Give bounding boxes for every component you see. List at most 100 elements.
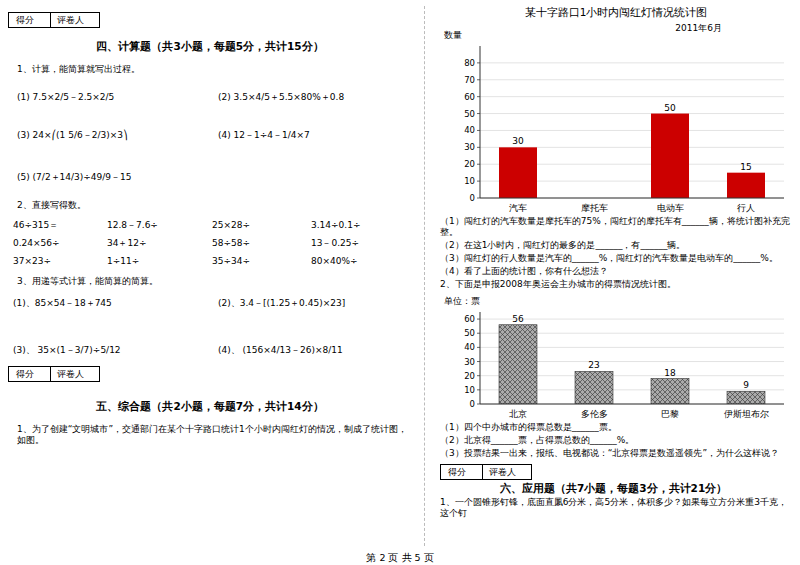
question-text: 58÷58÷ — [212, 238, 250, 249]
y-tick-label: 30 — [464, 142, 475, 152]
question-text: 37×23÷ — [13, 256, 51, 267]
score-box: 得分 评卷人 — [440, 464, 532, 480]
grid-line — [480, 404, 784, 405]
bar — [575, 371, 613, 404]
question-text: (5) (7/2＋14/3)÷49/9－15 — [17, 172, 132, 183]
question-block: （1）四个中办城市的得票总数是______票。 （2）北京得______票，占得票… — [440, 422, 792, 461]
y-tick-label: 0 — [470, 399, 475, 409]
right-page: 某十字路口1小时内闯红灯情况统计图 2011年6月数量 0 10 20 30 40 50 60 7… — [440, 4, 792, 550]
x-tick-label: 汽车 — [509, 203, 527, 213]
question-block: （1）闯红灯的汽车数量是摩托车的75%，闯红灯的摩托车有______辆，将统计图… — [440, 216, 792, 292]
y-axis-line — [480, 46, 481, 198]
score-box-label: 得分 — [448, 467, 466, 477]
question-text: （1）四个中办城市的得票总数是______票。 — [440, 422, 792, 433]
question-text: (4)、 (156×4/13－26)×8/11 — [218, 345, 343, 356]
section-title: 五、综合题（共2小题，每题7分，共计14分） — [0, 400, 420, 413]
x-axis-line — [480, 404, 784, 405]
question-text: (1)、85×54－18＋745 — [13, 298, 112, 309]
section-six: 得分 评卷人六、应用题（共7小题，每题3分，共计21分） 1、一个圆锥形钉锋，底面直… — [440, 464, 792, 521]
question-text: 12.8－7.6÷ — [107, 220, 158, 231]
y-tick-label: 10 — [464, 385, 475, 395]
question-text: （1）闯红灯的汽车数量是摩托车的75%，闯红灯的摩托车有______辆，将统计图… — [440, 216, 792, 238]
bar — [499, 325, 537, 404]
question-text: 80×40%÷ — [311, 256, 358, 267]
data-label: 9 — [743, 380, 749, 390]
y-tick-label: 10 — [464, 176, 475, 186]
y-tick-label: 60 — [464, 314, 475, 324]
y-tick-label: 20 — [464, 371, 475, 381]
bar-chart: 单位：票0102030405060北京多伦多巴黎伊斯坦布尔5623189 — [440, 292, 792, 420]
bar — [651, 379, 689, 404]
y-axis-line — [480, 312, 481, 404]
question-text: 2、下面是申报2008年奥运会主办城市的得票情况统计图。 — [440, 279, 792, 290]
bar — [727, 173, 765, 198]
question-text: 2、直接写得数。 — [17, 200, 86, 211]
grid-line — [480, 319, 784, 320]
x-tick-label: 多伦多 — [581, 409, 608, 419]
x-tick-label: 伊斯坦布尔 — [724, 409, 769, 419]
y-axis-label: 单位：票 — [444, 296, 480, 306]
score-box-label: 评卷人 — [489, 467, 516, 477]
data-label: 23 — [588, 360, 599, 370]
section-title: 四、计算题（共3小题，每题5分，共计15分） — [0, 40, 420, 53]
question-text: （2）在这1小时内，闯红灯的最多的是______，有______辆。 — [440, 240, 792, 251]
y-axis-label: 数量 — [444, 30, 462, 40]
grid-line — [480, 113, 784, 114]
bar — [499, 147, 537, 198]
question-text: （2）北京得______票，占得票总数的______%。 — [440, 435, 792, 446]
y-tick-label: 60 — [464, 92, 475, 102]
y-tick-label: 70 — [464, 75, 475, 85]
question-text: (2)、3.4－[(1.25＋0.45)×23] — [218, 298, 345, 309]
question-text: (3) 24×⎛(1 5/6－2/3)×3⎞ — [17, 130, 127, 141]
page-footer: 第 2 页 共 5 页 — [0, 552, 800, 563]
y-tick-label: 0 — [470, 193, 475, 203]
bar — [727, 391, 765, 404]
grid-line — [480, 62, 784, 63]
data-label: 30 — [512, 136, 524, 146]
score-box-divider — [482, 465, 483, 479]
question-text: 13－0.25÷ — [311, 238, 359, 249]
question-text: （3）投票结果一出来，报纸、电视都说：“北京得票是数遥遥领先”，为什么这样说？ — [440, 448, 792, 459]
chart-subtitle: 2011年6月 — [675, 23, 722, 33]
chart-title: 某十字路口1小时内闯红灯情况统计图 — [525, 6, 708, 18]
data-label: 15 — [740, 162, 751, 172]
page-divider — [424, 6, 425, 546]
y-tick-label: 20 — [464, 159, 475, 169]
question-text: 46÷315＝ — [13, 220, 58, 231]
x-tick-label: 行人 — [737, 203, 755, 213]
y-tick-label: 50 — [464, 109, 475, 119]
data-label: 56 — [512, 314, 524, 324]
y-tick-label: 50 — [464, 328, 475, 338]
score-box-label: 评卷人 — [57, 369, 84, 379]
y-tick-label: 80 — [464, 58, 475, 68]
left-page: 得分评卷人四、计算题（共3小题，每题5分，共计15分）1、计算，能简算就写出过程… — [0, 0, 420, 565]
bar-chart: 某十字路口1小时内闯红灯情况统计图 2011年6月数量 0 10 20 30 40 50 60 7… — [440, 4, 792, 216]
question-text: 3.14÷0.1÷ — [311, 220, 360, 231]
grid-line — [480, 130, 784, 131]
x-tick-label: 摩托车 — [581, 203, 608, 213]
data-label: 50 — [664, 103, 676, 113]
x-tick-label: 电动车 — [657, 203, 684, 213]
x-tick-label: 巴黎 — [661, 409, 679, 419]
question-text: 0.24×56÷ — [13, 238, 60, 249]
question-text: (3)、 35×(1－3/7)÷5/12 — [13, 345, 121, 356]
data-label: 18 — [664, 368, 676, 378]
question-text: (1) 7.5×2/5－2.5×2/5 — [17, 92, 114, 103]
plot-area — [499, 325, 765, 404]
question-text: (2) 3.5×4/5＋5.5×80%＋0.8 — [218, 92, 344, 103]
x-axis-line — [480, 198, 784, 199]
question-text: 1、为了创建“文明城市”，交通部门在某个十字路口统计1个小时内闯红灯的情况，制成… — [17, 424, 412, 446]
grid-line — [480, 96, 784, 97]
score-box-label: 得分 — [16, 15, 34, 25]
question-text: 34＋12÷ — [107, 238, 146, 249]
section-title: 六、应用题（共7小题，每题3分，共计21分） — [500, 482, 792, 495]
y-tick-label: 30 — [464, 357, 475, 367]
question-text: 3、用递等式计算，能简算的简算。 — [17, 276, 158, 287]
y-tick-label: 40 — [464, 125, 475, 135]
score-box-label: 得分 — [16, 369, 34, 379]
question-text: 35÷34÷ — [212, 256, 250, 267]
question-text: (4) 12－1÷4－1/4×7 — [218, 130, 310, 141]
question-text: 1、计算，能简算就写出过程。 — [17, 64, 140, 75]
question-text: 1、一个圆锥形钉锋，底面直凲6分米，高5分米，体积多少？如果每立方分米重3千克，… — [440, 497, 792, 519]
score-box-divider — [50, 367, 51, 381]
